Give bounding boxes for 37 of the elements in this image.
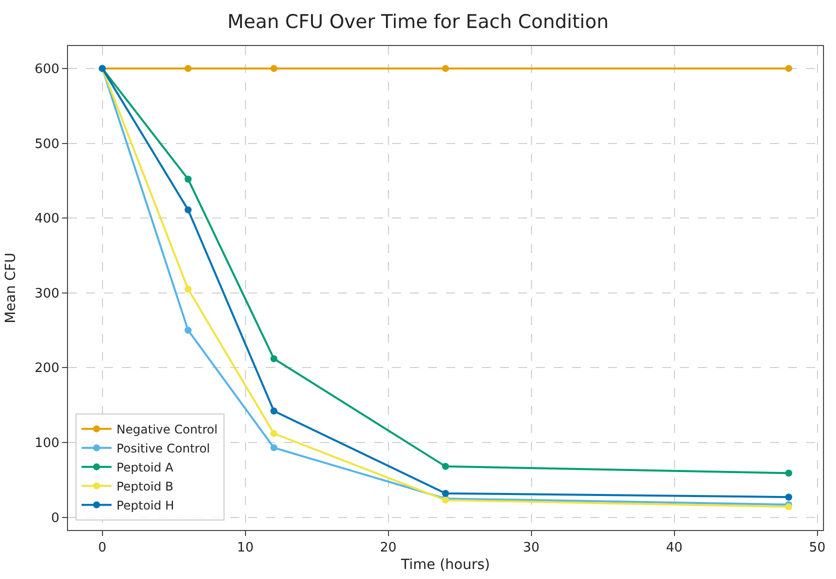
chart-title: Mean CFU Over Time for Each Condition	[227, 10, 609, 33]
point	[184, 206, 192, 214]
y-tick-label: 300	[34, 286, 60, 302]
legend-label: Peptoid B	[116, 480, 174, 494]
y-axis-title: Mean CFU	[3, 252, 20, 324]
point	[442, 462, 449, 470]
point	[270, 408, 278, 415]
legend-label: Positive Control	[116, 442, 210, 456]
y-tick-label: 200	[34, 361, 60, 376]
point	[442, 64, 449, 72]
x-tick-label: 10	[237, 540, 254, 556]
x-tick-label: 0	[98, 540, 106, 556]
legend-label: Negative Control	[116, 422, 218, 436]
point	[184, 286, 192, 293]
point	[442, 490, 449, 497]
y-tick-label: 0	[51, 510, 60, 526]
point	[270, 430, 278, 437]
legend-label: Peptoid H	[116, 498, 174, 512]
x-axis-title: Time (hours)	[400, 556, 490, 573]
point	[184, 176, 192, 183]
y-tick-label: 400	[34, 212, 60, 227]
x-tick-label: 20	[380, 540, 397, 556]
point	[270, 64, 278, 72]
x-tick-label: 50	[809, 540, 826, 556]
y-tick-label: 600	[34, 62, 60, 77]
point	[184, 64, 192, 72]
point	[270, 444, 278, 452]
y-tick-label: 500	[34, 136, 60, 152]
y-tick-label: 100	[34, 436, 60, 452]
point	[785, 494, 792, 501]
legend-label: Peptoid A	[116, 460, 174, 474]
x-tick-label: 40	[666, 540, 683, 556]
point	[785, 64, 792, 72]
point	[785, 470, 792, 477]
point	[270, 355, 278, 362]
x-tick-label: 30	[523, 540, 540, 556]
point	[184, 326, 192, 334]
